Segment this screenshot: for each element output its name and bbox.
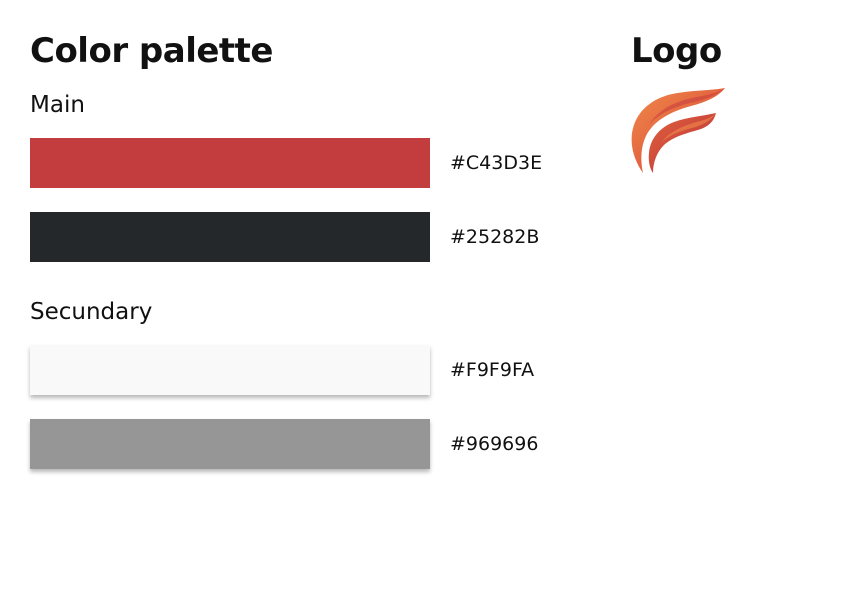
- color-swatch-primary-red: [30, 138, 430, 188]
- section-label-secondary: Secundary: [30, 299, 153, 325]
- palette-title: Color palette: [30, 31, 274, 71]
- hex-code-primary-dark: #25282B: [450, 226, 540, 248]
- flame-logo-upper-highlight: [649, 88, 725, 125]
- hex-code-secondary-light: #F9F9FA: [450, 359, 535, 381]
- hex-code-primary-red: #C43D3E: [450, 152, 543, 174]
- logo-title: Logo: [631, 31, 722, 71]
- hex-code-secondary-gray: #969696: [450, 433, 539, 455]
- flame-logo-upper-petal: [631, 88, 725, 173]
- flame-logo-lower-highlight: [661, 113, 716, 143]
- color-swatch-primary-dark: [30, 212, 430, 262]
- color-swatch-secondary-light: [30, 345, 430, 395]
- section-label-main: Main: [30, 92, 85, 118]
- flame-logo-icon: [631, 88, 725, 173]
- flame-logo-lower-petal: [648, 113, 716, 173]
- color-swatch-secondary-gray: [30, 419, 430, 469]
